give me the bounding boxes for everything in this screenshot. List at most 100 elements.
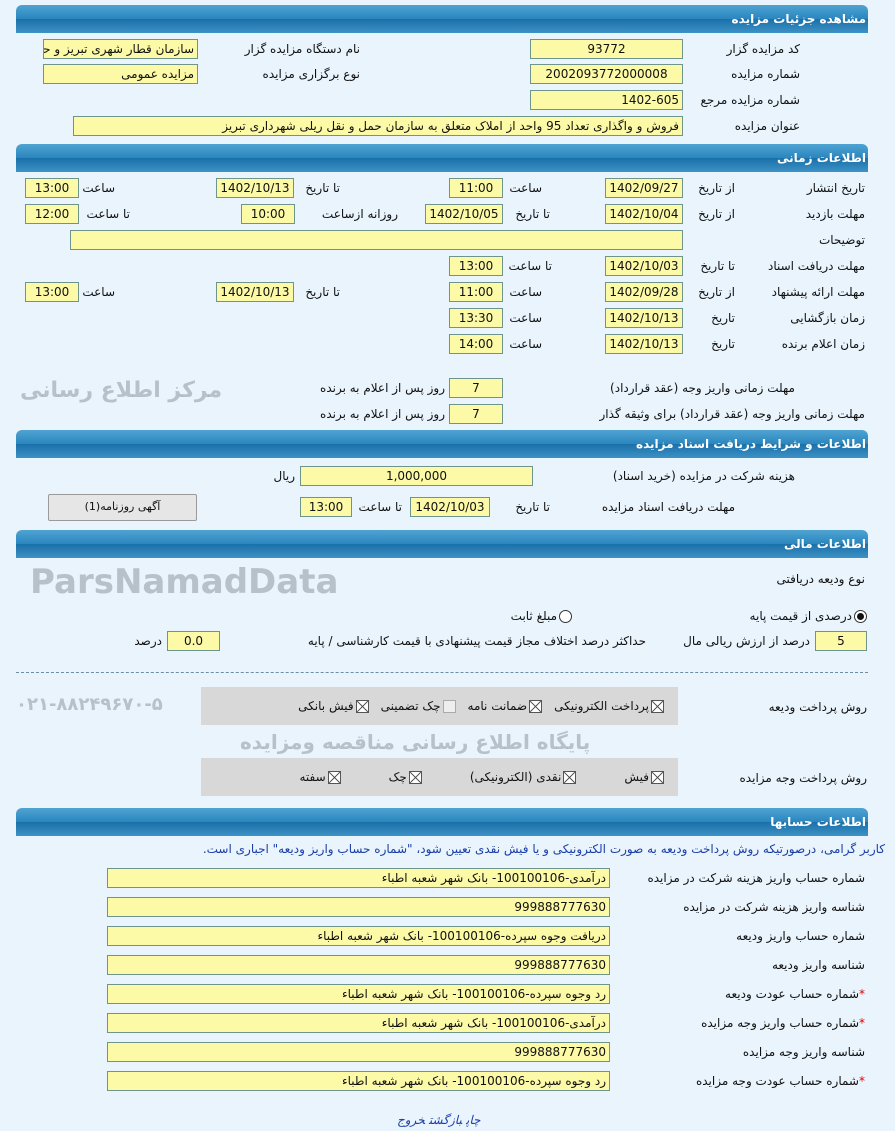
deposit-method-electronic[interactable]: پرداخت الکترونیکی bbox=[554, 696, 664, 716]
number-field: 2002093772000008 bbox=[530, 64, 683, 84]
print-link[interactable]: چاپ bbox=[466, 1113, 481, 1127]
divider bbox=[16, 672, 868, 673]
deposit-method-guarantee[interactable]: ضمانت نامه bbox=[468, 696, 543, 716]
pay2-deadline-unit: روز پس از اعلام به برنده bbox=[320, 407, 445, 421]
checkbox-checked-icon[interactable] bbox=[327, 771, 341, 784]
max-diff-unit: درصد bbox=[134, 634, 162, 648]
account-field: رد وجوه سپرده-100100106- بانک شهر شعبه ا… bbox=[107, 984, 610, 1004]
docs-to-field: 1402/10/03 bbox=[410, 497, 490, 517]
pay-deadline-field: 7 bbox=[449, 378, 503, 398]
fee-label: هزینه شرکت در مزایده (خرید اسناد) bbox=[612, 469, 795, 483]
account-field: درآمدی-100100106- بانک شهر شعبه اطباء bbox=[107, 1013, 610, 1033]
account-field: دریافت وجوه سپرده-100100106- بانک شهر شع… bbox=[107, 926, 610, 946]
account-field: 999888777630 bbox=[107, 955, 610, 975]
option-label: چک bbox=[388, 770, 407, 784]
until-time-label: تا ساعت bbox=[86, 207, 130, 221]
section-header-finance: اطلاعات مالی bbox=[16, 530, 868, 558]
footer-links: چاپبازگشتخروج bbox=[395, 1113, 482, 1127]
docs-deadline-label: مهلت دریافت اسناد مزایده bbox=[601, 500, 735, 514]
title-field: فروش و واگذاری تعداد 95 واحد از املاک مت… bbox=[73, 116, 683, 136]
payment-method-check[interactable]: چک bbox=[389, 767, 422, 787]
ref-field: 1402-605 bbox=[530, 90, 683, 110]
offer-from-field: 1402/09/28 bbox=[605, 282, 683, 302]
to-date-label: تا تاریخ bbox=[515, 500, 550, 514]
required-marker: * bbox=[859, 1016, 865, 1030]
checkbox-checked-icon[interactable] bbox=[355, 700, 369, 713]
offer-label: مهلت ارائه پیشنهاد bbox=[771, 285, 865, 299]
desc-label: توضیحات bbox=[818, 233, 865, 247]
section-header-accounts: اطلاعات حسابها bbox=[16, 808, 868, 836]
required-marker: * bbox=[859, 1074, 865, 1088]
winner-time-field: 14:00 bbox=[449, 334, 503, 354]
to-date-label: تا تاریخ bbox=[515, 207, 550, 221]
option-label: نقدی (الکترونیکی) bbox=[469, 770, 562, 784]
offer-to-field: 1402/10/13 bbox=[216, 282, 294, 302]
option-label: سفته bbox=[299, 770, 326, 784]
fee-unit: ریال bbox=[273, 469, 295, 483]
account-label-text: شماره حساب عودت وجه مزایده bbox=[695, 1074, 859, 1088]
account-label-text: شماره حساب واریز وجه مزایده bbox=[701, 1016, 859, 1030]
time-label: ساعت bbox=[509, 337, 542, 351]
visit-label: مهلت بازدید bbox=[805, 207, 865, 221]
account-label-text: شناسه واریز هزینه شرکت در مزایده bbox=[683, 900, 865, 914]
checkbox-disabled-icon[interactable] bbox=[442, 700, 456, 713]
checkbox-checked-icon[interactable] bbox=[563, 771, 577, 784]
until-time-label: تا ساعت bbox=[508, 259, 552, 273]
required-marker: * bbox=[859, 987, 865, 1001]
publish-label: تاریخ انتشار bbox=[806, 181, 865, 195]
option-label: فیش bbox=[624, 770, 649, 784]
deposit-method-check[interactable]: چک تضمینی bbox=[381, 696, 456, 716]
radio-checked-icon[interactable] bbox=[854, 610, 867, 623]
section-header-time: اطلاعات زمانی bbox=[16, 144, 868, 172]
newspaper-ad-button[interactable]: آگهی روزنامه(1) bbox=[48, 494, 197, 521]
radio-unchecked-icon[interactable] bbox=[559, 610, 572, 623]
account-label: شناسه واریز ودیعه bbox=[772, 955, 865, 975]
publish-time2-field: 13:00 bbox=[25, 178, 79, 198]
time-label: ساعت bbox=[82, 285, 115, 299]
visit-daily-field: 10:00 bbox=[241, 204, 295, 224]
radio-percent-label: درصدی از قیمت پایه bbox=[749, 609, 852, 623]
offer-time1-field: 11:00 bbox=[449, 282, 503, 302]
account-field: 999888777630 bbox=[107, 897, 610, 917]
checkbox-checked-icon[interactable] bbox=[408, 771, 422, 784]
deposit-methods-box: پرداخت الکترونیکی ضمانت نامه چک تضمینی ف… bbox=[201, 687, 678, 725]
deposit-method-bank-slip[interactable]: فیش بانکی bbox=[298, 696, 369, 716]
publish-from-field: 1402/09/27 bbox=[605, 178, 683, 198]
option-label: ضمانت نامه bbox=[467, 699, 528, 713]
payment-method-promissory[interactable]: سفته bbox=[299, 767, 341, 787]
payment-method-slip[interactable]: فیش bbox=[624, 767, 664, 787]
watermark-line2: پایگاه اطلاع رسانی مناقصه ومزایده bbox=[240, 730, 591, 754]
exit-link[interactable]: خروج bbox=[397, 1113, 425, 1127]
percent-field: 5 bbox=[815, 631, 867, 651]
payment-methods-box: فیش نقدی (الکترونیکی) چک سفته bbox=[201, 758, 678, 796]
section-header-details: مشاهده جزئیات مزایده bbox=[16, 5, 868, 33]
deposit-type-label: نوع ودیعه دریافتی bbox=[776, 572, 865, 586]
visit-until-field: 12:00 bbox=[25, 204, 79, 224]
account-label-text: شناسه واریز وجه مزایده bbox=[742, 1045, 865, 1059]
type-label: نوع برگزاری مزایده bbox=[262, 67, 360, 81]
publish-to-field: 1402/10/13 bbox=[216, 178, 294, 198]
checkbox-checked-icon[interactable] bbox=[529, 700, 543, 713]
radio-fixed[interactable]: مبلغ ثابت bbox=[511, 606, 572, 626]
watermark-phone: ۰۲۱-۸۸۲۴۹۶۷۰-۵ bbox=[16, 694, 163, 715]
to-date-label: تا تاریخ bbox=[305, 181, 340, 195]
title-label: عنوان مزایده bbox=[734, 119, 800, 133]
desc-field bbox=[70, 230, 683, 250]
from-date-label: از تاریخ bbox=[698, 285, 735, 299]
checkbox-checked-icon[interactable] bbox=[651, 700, 664, 713]
watermark-line1: مرکز اطلاع رسانی bbox=[20, 378, 223, 403]
date-label: تاریخ bbox=[711, 311, 735, 325]
publish-time1-field: 11:00 bbox=[449, 178, 503, 198]
back-link[interactable]: بازگشت bbox=[428, 1113, 463, 1127]
winner-label: زمان اعلام برنده bbox=[781, 337, 865, 351]
watermark-brand: ParsNamadData bbox=[30, 562, 339, 602]
payment-method-cash[interactable]: نقدی (الکترونیکی) bbox=[470, 767, 577, 787]
type-field: مزایده عمومی bbox=[43, 64, 198, 84]
fee-field: 1,000,000 bbox=[300, 466, 533, 486]
radio-percent[interactable]: درصدی از قیمت پایه bbox=[750, 606, 867, 626]
pay2-deadline-field: 7 bbox=[449, 404, 503, 424]
account-label: شناسه واریز هزینه شرکت در مزایده bbox=[683, 897, 865, 917]
checkbox-checked-icon[interactable] bbox=[651, 771, 664, 784]
daily-from-label: روزانه ازساعت bbox=[321, 207, 398, 221]
account-label-text: شماره حساب عودت ودیعه bbox=[725, 987, 859, 1001]
